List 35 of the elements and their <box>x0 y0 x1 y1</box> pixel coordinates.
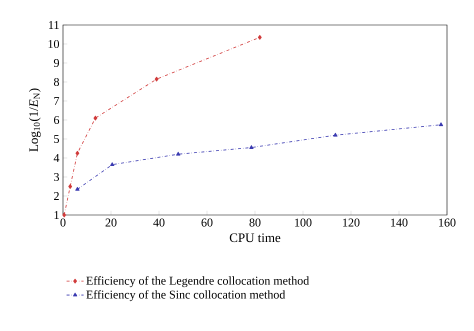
point <box>176 152 180 156</box>
y-tick-label: 4 <box>54 154 60 162</box>
x-tick-label: 120 <box>343 218 360 227</box>
x-tick-label: 160 <box>439 218 456 227</box>
x-tick-label: 80 <box>249 218 261 227</box>
point <box>94 116 98 120</box>
x-tick-label: 60 <box>202 218 213 227</box>
y-tick-label: 9 <box>54 58 59 68</box>
y-tick-label: 7 <box>54 97 60 105</box>
y-tick-label: 11 <box>49 21 59 29</box>
y-tick-label: 6 <box>54 116 60 124</box>
legend-label: Efficiency of the Legendre collocation method <box>86 276 310 288</box>
x-tick-label: 40 <box>153 218 165 227</box>
x-axis-title: CPU time <box>230 233 280 242</box>
point <box>75 186 80 191</box>
x-tick-label: 100 <box>295 218 312 227</box>
y-tick-label: 3 <box>54 172 60 182</box>
point <box>62 212 66 218</box>
x-tick-label: 20 <box>106 218 117 227</box>
y-tick-label: 1 <box>54 211 59 219</box>
point <box>438 122 444 126</box>
point <box>333 132 338 137</box>
x-tick-label: 140 <box>391 218 408 227</box>
legend-label: Efficiency of the Sinc collocation method <box>86 290 286 302</box>
point <box>154 76 158 82</box>
point <box>249 145 254 149</box>
point <box>76 150 80 156</box>
point <box>110 162 114 166</box>
y-tick-label: 5 <box>54 135 60 143</box>
y-tick-label: 10 <box>48 40 60 48</box>
point <box>68 184 72 189</box>
y-tick-label: 2 <box>54 192 59 200</box>
x-tick-label: 0 <box>60 218 66 227</box>
y-tick-label: 8 <box>54 78 60 86</box>
point <box>258 34 262 40</box>
